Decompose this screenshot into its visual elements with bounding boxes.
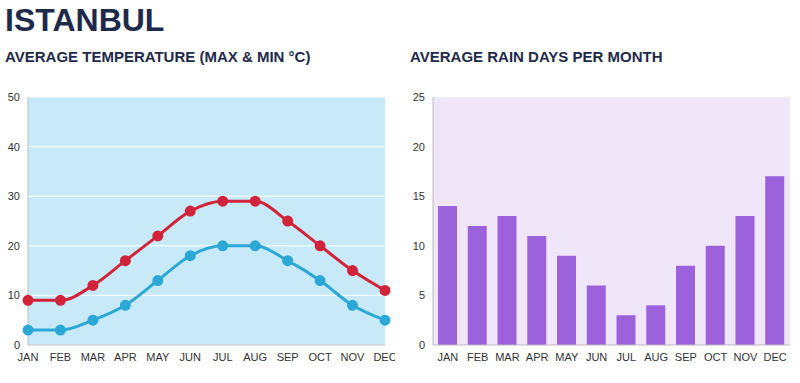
svg-text:SEP: SEP bbox=[675, 351, 697, 363]
svg-text:SEP: SEP bbox=[277, 351, 299, 363]
svg-text:20: 20 bbox=[8, 240, 20, 252]
svg-text:20: 20 bbox=[413, 141, 425, 153]
svg-text:JUN: JUN bbox=[180, 351, 201, 363]
svg-text:40: 40 bbox=[8, 141, 20, 153]
svg-text:JUN: JUN bbox=[586, 351, 607, 363]
svg-text:0: 0 bbox=[14, 339, 20, 351]
html-text:ISTANBUL: ISTANBUL bbox=[5, 2, 165, 38]
svg-text:0: 0 bbox=[419, 339, 425, 351]
svg-text:15: 15 bbox=[413, 190, 425, 202]
svg-text:OCT: OCT bbox=[308, 351, 332, 363]
svg-text:DEC: DEC bbox=[764, 351, 787, 363]
svg-text:JUL: JUL bbox=[617, 351, 637, 363]
svg-text:MAY: MAY bbox=[146, 351, 170, 363]
svg-text:10: 10 bbox=[413, 240, 425, 252]
svg-text:MAR: MAR bbox=[495, 351, 520, 363]
html-text:AVERAGE TEMPERATURE (MAX & MIN: AVERAGE TEMPERATURE (MAX & MIN °C) bbox=[5, 48, 311, 65]
svg-text:25: 25 bbox=[413, 91, 425, 103]
svg-text:MAR: MAR bbox=[81, 351, 106, 363]
svg-text:APR: APR bbox=[526, 351, 549, 363]
svg-text:FEB: FEB bbox=[50, 351, 71, 363]
svg-text:AUG: AUG bbox=[644, 351, 668, 363]
svg-text:10: 10 bbox=[8, 289, 20, 301]
html-text:AVERAGE RAIN DAYS PER MONTH: AVERAGE RAIN DAYS PER MONTH bbox=[410, 48, 663, 65]
svg-text:DEC: DEC bbox=[373, 351, 395, 363]
svg-text:AUG: AUG bbox=[243, 351, 267, 363]
svg-text:JUL: JUL bbox=[213, 351, 233, 363]
svg-text:NOV: NOV bbox=[733, 351, 758, 363]
svg-text:JAN: JAN bbox=[18, 351, 39, 363]
svg-text:50: 50 bbox=[8, 91, 20, 103]
svg-text:5: 5 bbox=[419, 289, 425, 301]
svg-text:MAY: MAY bbox=[555, 351, 579, 363]
svg-text:NOV: NOV bbox=[341, 351, 366, 363]
svg-text:OCT: OCT bbox=[704, 351, 728, 363]
svg-text:APR: APR bbox=[114, 351, 137, 363]
svg-text:FEB: FEB bbox=[467, 351, 488, 363]
svg-text:30: 30 bbox=[8, 190, 20, 202]
svg-text:JAN: JAN bbox=[437, 351, 458, 363]
